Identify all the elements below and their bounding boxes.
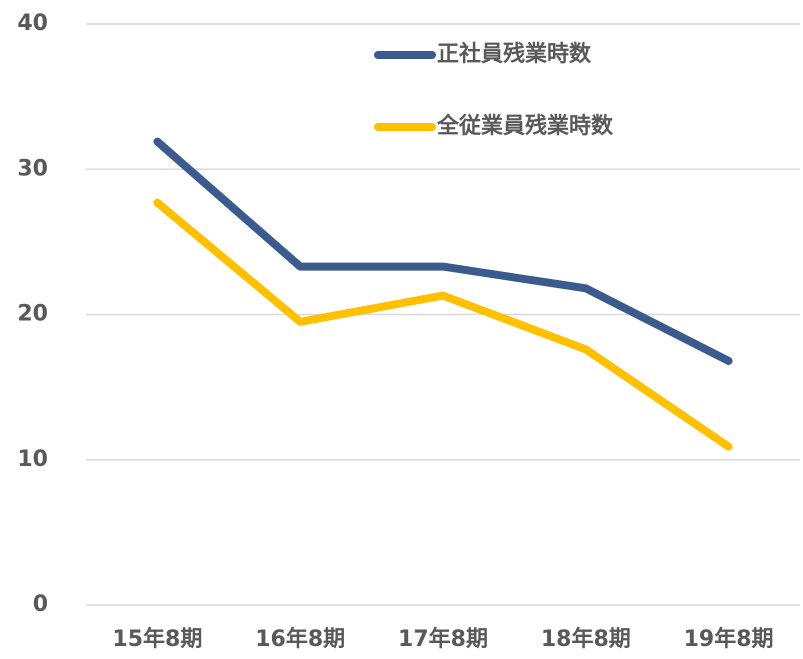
y-tick-label: 30 <box>17 156 48 181</box>
x-tick-label: 15年8期 <box>112 626 202 652</box>
x-tick-label: 17年8期 <box>398 626 488 652</box>
x-tick-label: 16年8期 <box>255 626 345 652</box>
y-tick-label: 20 <box>17 302 48 327</box>
y-tick-label: 10 <box>17 447 48 472</box>
series-line <box>153 137 733 365</box>
legend-label: 正社員残業時数 <box>437 41 592 67</box>
x-tick-label: 19年8期 <box>684 626 774 652</box>
series-line <box>153 198 733 451</box>
legend-label: 全従業員残業時数 <box>436 113 614 139</box>
y-tick-label: 40 <box>17 11 48 36</box>
y-tick-label: 0 <box>33 592 48 617</box>
x-tick-label: 18年8期 <box>541 626 631 652</box>
